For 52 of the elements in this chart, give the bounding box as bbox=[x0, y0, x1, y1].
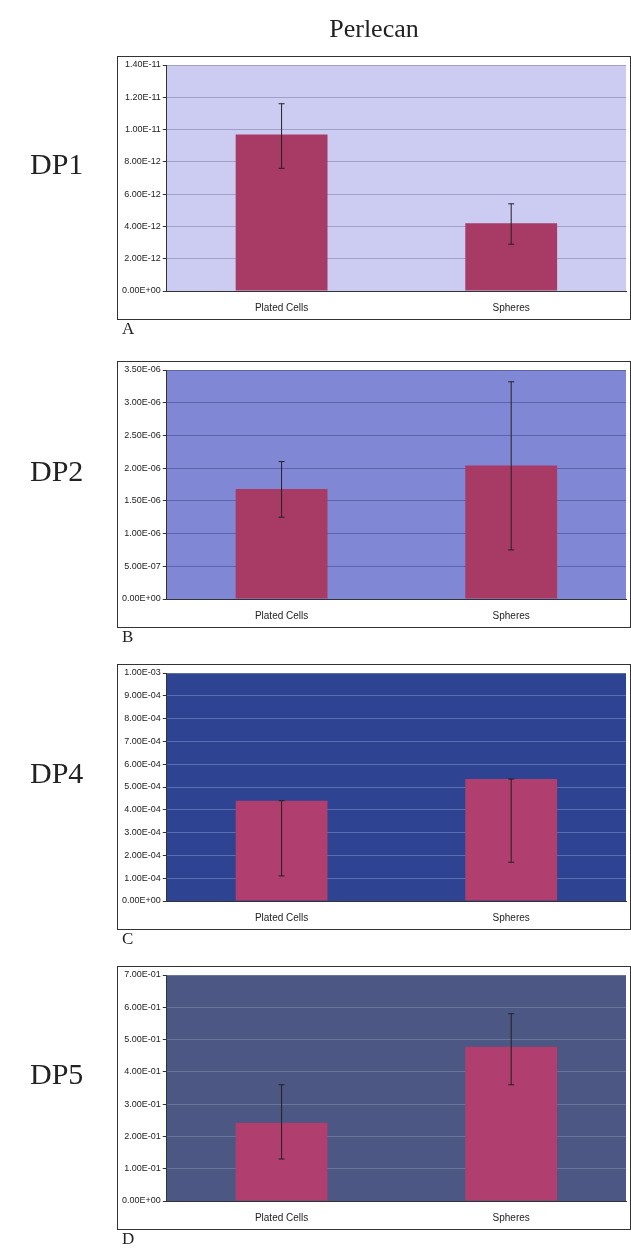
y-tick-label: 2.50E-06 bbox=[124, 429, 161, 440]
y-axis-title: DP4 bbox=[30, 756, 84, 790]
y-tick-label: 4.00E-12 bbox=[124, 220, 161, 231]
y-tick-label: 4.00E-04 bbox=[124, 804, 161, 815]
x-tick-label: Spheres bbox=[492, 1211, 530, 1223]
y-tick-label: 1.40E-11 bbox=[124, 59, 161, 70]
y-tick-label: 1.00E-04 bbox=[124, 872, 161, 883]
y-tick-label: 0.00E+00 bbox=[121, 895, 161, 906]
y-tick-label: 1.00E-03 bbox=[124, 667, 161, 678]
y-tick-label: 3.00E-04 bbox=[124, 827, 161, 838]
y-tick-label: 5.00E-07 bbox=[124, 560, 161, 571]
y-tick-label: 8.00E-04 bbox=[124, 713, 161, 724]
y-tick-label: 2.00E-06 bbox=[124, 462, 161, 473]
y-tick-label: 1.00E-01 bbox=[124, 1163, 161, 1174]
y-tick-label: 6.00E-04 bbox=[124, 758, 161, 769]
text: C bbox=[122, 929, 134, 949]
y-tick-label: 0.00E+00 bbox=[121, 1195, 161, 1206]
y-tick-label: 3.50E-06 bbox=[124, 364, 161, 375]
text: A bbox=[122, 319, 135, 339]
y-tick-label: 6.00E-12 bbox=[124, 188, 161, 199]
x-tick-label: Spheres bbox=[492, 609, 530, 621]
y-tick-label: 3.00E-01 bbox=[124, 1098, 161, 1109]
y-tick-label: 5.00E-04 bbox=[124, 781, 161, 792]
text: D bbox=[122, 1229, 135, 1249]
x-tick-label: Plated Cells bbox=[254, 609, 309, 621]
text: B bbox=[122, 627, 134, 647]
y-tick-label: 1.50E-06 bbox=[124, 495, 161, 506]
y-tick-label: 0.00E+00 bbox=[121, 593, 161, 604]
y-tick-label: 7.00E-01 bbox=[124, 969, 161, 980]
y-tick-label: 2.00E-12 bbox=[124, 253, 161, 264]
y-tick-label: 5.00E-01 bbox=[124, 1034, 161, 1045]
x-tick-label: Spheres bbox=[492, 911, 530, 923]
chart-title: Perlecan bbox=[328, 14, 420, 44]
x-tick-label: Plated Cells bbox=[254, 301, 309, 313]
x-tick-label: Plated Cells bbox=[254, 1211, 309, 1223]
y-axis-title: DP1 bbox=[30, 147, 84, 181]
y-tick-label: 1.00E-06 bbox=[124, 528, 161, 539]
y-tick-label: 0.00E+00 bbox=[121, 285, 161, 296]
x-tick-label: Spheres bbox=[492, 301, 530, 313]
x-tick-label: Plated Cells bbox=[254, 911, 309, 923]
y-tick-label: 1.00E-11 bbox=[124, 124, 161, 135]
y-tick-label: 7.00E-04 bbox=[124, 735, 161, 746]
y-tick-label: 3.00E-06 bbox=[124, 397, 161, 408]
y-tick-label: 9.00E-04 bbox=[124, 690, 161, 701]
y-tick-label: 8.00E-12 bbox=[124, 156, 161, 167]
y-axis-title: DP5 bbox=[30, 1057, 84, 1091]
y-axis-title: DP2 bbox=[30, 453, 84, 488]
y-tick-label: 4.00E-01 bbox=[124, 1066, 161, 1077]
y-tick-label: 2.00E-01 bbox=[124, 1130, 161, 1141]
y-tick-label: 2.00E-04 bbox=[124, 849, 161, 860]
y-tick-label: 6.00E-01 bbox=[124, 1001, 161, 1012]
y-tick-label: 1.20E-11 bbox=[124, 91, 161, 102]
